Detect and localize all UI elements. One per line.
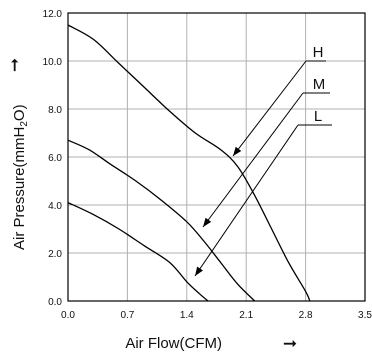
series-leaders: HML — [194, 44, 332, 277]
y-axis-label-main: Air Pressure(mmH — [11, 127, 28, 250]
leader-arrowhead-l — [195, 266, 203, 276]
x-tick-label: 2.8 — [299, 310, 313, 321]
curve-m — [67, 139, 256, 302]
y-tick-label: 2.0 — [48, 249, 62, 260]
y-tick-label: 4.0 — [48, 201, 62, 212]
x-tick-label: 3.5 — [358, 310, 372, 321]
y-tick-label: 8.0 — [48, 105, 62, 116]
y-tick-label: 0.0 — [48, 297, 62, 308]
y-tick-label: 12.0 — [43, 9, 63, 20]
y-tick-label: 10.0 — [43, 57, 63, 68]
x-tick-label: 0.7 — [120, 310, 134, 321]
series-label-m: M — [313, 76, 326, 93]
x-axis-arrow: ➞ — [283, 334, 297, 353]
x-tick-label: 0.0 — [61, 310, 75, 321]
leader-line-m — [202, 92, 304, 228]
curves — [67, 24, 311, 302]
tick-labels: 0.0 0.7 1.4 2.1 2.8 3.5 0.0 2.0 4.0 6.0 8.0 10.0 12.… — [43, 9, 372, 321]
x-axis-label: Air Flow(CFM) — [125, 335, 222, 352]
x-tick-label: 2.1 — [239, 310, 253, 321]
y-axis-label: Air Pressure(mmH2O) — [11, 104, 30, 250]
svg-text:Air Pressure(mmH2O): Air Pressure(mmH2O) — [11, 104, 30, 250]
curve-l — [67, 202, 209, 302]
y-tick-label: 6.0 — [48, 153, 62, 164]
leader-arrowhead-m — [203, 217, 212, 227]
x-tick-label: 1.4 — [180, 310, 194, 321]
series-label-l: L — [314, 108, 322, 125]
curve-h — [67, 24, 311, 302]
leader-arrowhead-h — [233, 146, 242, 156]
plot-frame — [67, 12, 366, 302]
leader-line-h — [232, 60, 307, 157]
series-label-h: H — [313, 44, 324, 61]
y-axis-label-subscript: 2 — [19, 121, 30, 127]
y-axis-label-end: O) — [11, 104, 28, 121]
y-axis-arrow: ➞ — [5, 58, 24, 72]
leader-line-l — [194, 124, 299, 277]
